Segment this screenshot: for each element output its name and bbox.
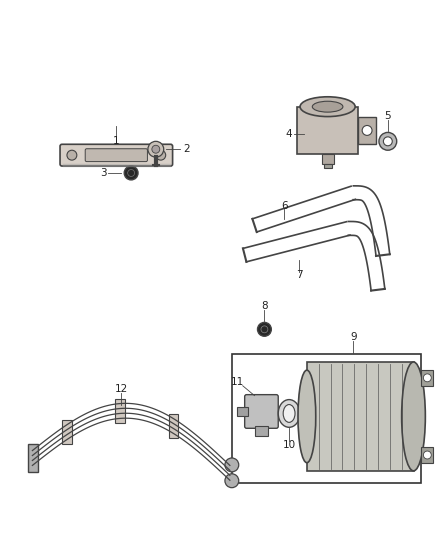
Text: 6: 6 — [281, 200, 287, 211]
Circle shape — [152, 146, 160, 153]
Ellipse shape — [283, 405, 295, 422]
Bar — [28, 444, 38, 472]
Circle shape — [148, 141, 164, 157]
Text: 5: 5 — [385, 110, 391, 120]
Circle shape — [383, 137, 392, 146]
Text: 12: 12 — [115, 384, 128, 394]
FancyBboxPatch shape — [85, 149, 148, 161]
Text: 1: 1 — [113, 136, 120, 147]
Bar — [115, 399, 125, 423]
Text: 10: 10 — [283, 440, 296, 450]
Bar — [421, 447, 433, 463]
Circle shape — [261, 326, 268, 333]
FancyBboxPatch shape — [245, 394, 278, 429]
Ellipse shape — [312, 101, 343, 112]
Bar — [324, 164, 332, 168]
Text: 4: 4 — [286, 130, 293, 140]
Bar — [237, 407, 247, 416]
Bar — [169, 414, 178, 438]
Bar — [358, 117, 376, 144]
FancyBboxPatch shape — [60, 144, 173, 166]
Ellipse shape — [298, 370, 316, 463]
Text: 9: 9 — [350, 332, 357, 342]
Circle shape — [156, 150, 166, 160]
Ellipse shape — [278, 400, 300, 427]
Ellipse shape — [402, 362, 425, 471]
Bar — [232, 354, 421, 483]
Text: 8: 8 — [261, 301, 268, 311]
Circle shape — [379, 132, 397, 150]
Circle shape — [424, 374, 431, 382]
Circle shape — [67, 150, 77, 160]
Text: 3: 3 — [100, 168, 107, 178]
Text: 2: 2 — [183, 144, 190, 154]
Circle shape — [258, 322, 271, 336]
Bar — [297, 107, 358, 154]
Bar — [254, 426, 268, 436]
Bar — [421, 370, 433, 386]
Ellipse shape — [300, 97, 355, 117]
Circle shape — [225, 458, 239, 472]
Circle shape — [127, 169, 134, 176]
Bar — [307, 362, 413, 471]
Text: 7: 7 — [296, 270, 302, 280]
Circle shape — [424, 451, 431, 459]
Circle shape — [124, 166, 138, 180]
Bar — [62, 420, 72, 444]
Circle shape — [362, 125, 372, 135]
Text: 11: 11 — [231, 377, 244, 387]
Bar — [321, 154, 333, 164]
Circle shape — [225, 474, 239, 488]
